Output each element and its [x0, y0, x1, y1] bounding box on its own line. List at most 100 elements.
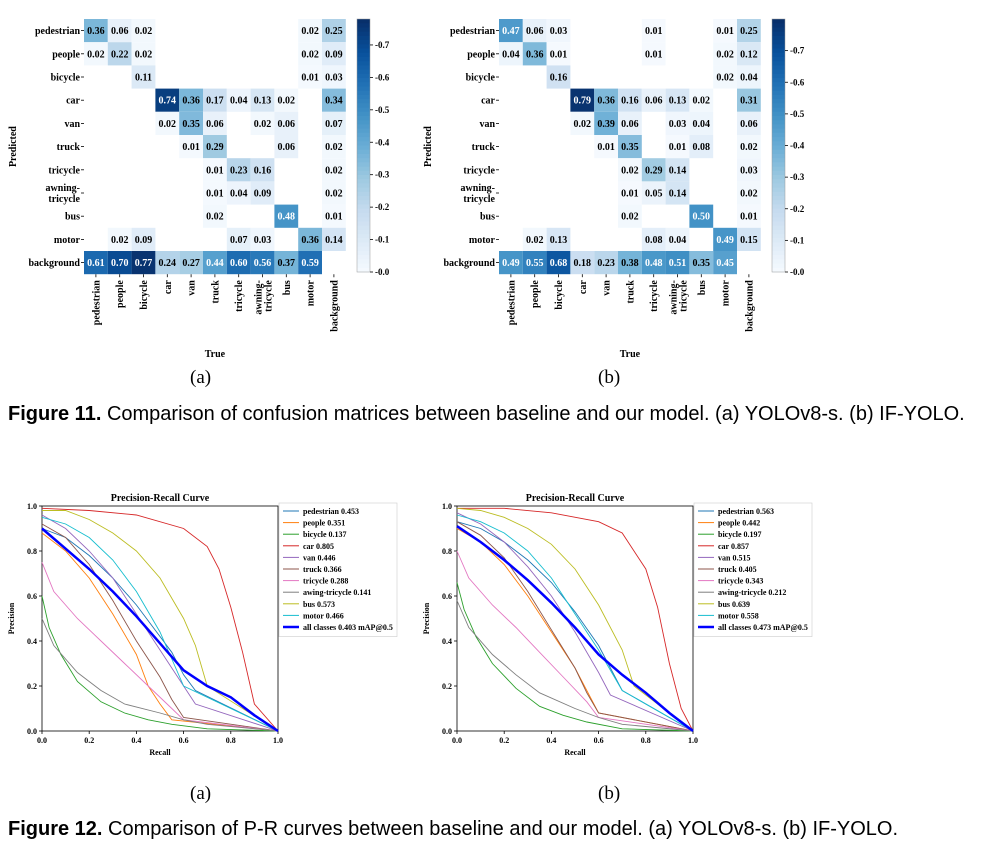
colorbar-segment [772, 137, 785, 142]
cm-cell-value: 0.14 [669, 189, 687, 200]
cm-cell-value: 0.70 [111, 258, 129, 269]
cm-row-label: background [28, 258, 80, 269]
cm-cell-value: 0.50 [693, 212, 711, 223]
pr-legend-entry: all classes 0.403 mAP@0.5 [303, 623, 393, 632]
cm-cell [179, 251, 203, 275]
cm-col-label: car [163, 280, 174, 294]
cm-cell [737, 111, 761, 135]
cm-cell [322, 88, 346, 112]
colorbar-segment [772, 19, 785, 24]
figure11-caption-text: Comparison of confusion matrices between… [106, 403, 965, 425]
cm-cell-value: 0.01 [716, 26, 734, 37]
cm-cell [179, 88, 203, 112]
figure12-caption-text: Comparison of P-R curves between baselin… [108, 818, 899, 840]
cm-cell-value: 0.02 [740, 142, 758, 153]
pr-xtick-label: 1.0 [688, 736, 698, 745]
pr-series-line [41, 527, 279, 733]
colorbar-segment [357, 82, 370, 88]
cm-cell [546, 227, 571, 251]
cm-cell-value: 0.06 [621, 119, 639, 130]
colorbar-segment [357, 23, 370, 29]
cm-cell-value: 0.04 [502, 49, 520, 60]
colorbar-tick-label: -0.7 [375, 40, 390, 50]
cm-col-label: awning- [669, 280, 680, 314]
cm-col-label: car [578, 280, 589, 294]
pr-series-line [456, 507, 694, 732]
colorbar-segment [357, 250, 370, 256]
pr-xtick-label: 0.4 [546, 736, 556, 745]
colorbar-tick-label: -0.4 [790, 141, 805, 151]
cm-cell [570, 251, 595, 275]
cm-cell-value: 0.01 [621, 189, 639, 200]
cm-cell [594, 251, 618, 275]
cm-cell [618, 181, 642, 205]
cm-col-label: awning- [254, 280, 265, 314]
cm-cell-value: 0.02 [159, 119, 177, 130]
cm-cell [499, 19, 523, 43]
cm-col-label: people [115, 280, 126, 308]
colorbar-segment [772, 52, 785, 58]
cm-cell-value: 0.08 [645, 235, 663, 246]
cm-cell [250, 227, 275, 251]
cm-cell-value: 0.01 [597, 142, 615, 153]
cm-cell [250, 111, 275, 135]
pr-series-line [41, 618, 279, 732]
cm-col-label: van [187, 280, 198, 296]
fig12-panel-a-label: (a) [190, 783, 212, 804]
cm-cell-value: 0.06 [206, 119, 224, 130]
cm-cell-value: 0.01 [301, 73, 319, 84]
pr-legend-entry: truck 0.405 [718, 565, 757, 574]
pr-legend-entry: tricycle 0.288 [303, 577, 348, 586]
colorbar-segment [357, 69, 370, 75]
cm-cell [250, 158, 275, 182]
cm-cell-value: 0.13 [550, 235, 568, 246]
colorbar-segment [357, 86, 370, 92]
cm-cell-value: 0.01 [645, 26, 663, 37]
cm-cell-value: 0.38 [621, 258, 639, 269]
cm-cell-value: 0.44 [206, 258, 224, 269]
pr-series-line [41, 532, 279, 732]
colorbar-tick-label: -0.2 [375, 202, 390, 212]
colorbar-segment [357, 78, 370, 83]
cm-cell-value: 0.01 [206, 165, 224, 176]
colorbar-segment [357, 137, 370, 142]
colorbar-segment [772, 82, 785, 88]
cm-cell-value: 0.01 [325, 212, 343, 223]
cm-cell-value: 0.11 [135, 73, 152, 84]
cm-row-label: tricycle [463, 165, 495, 176]
pr-legend-entry: pedestrian 0.563 [718, 507, 774, 516]
colorbar-segment [772, 267, 785, 273]
cm-cell [737, 135, 761, 159]
cm-cell-value: 0.60 [230, 258, 248, 269]
pr-ytick-label: 0.4 [442, 637, 452, 646]
cm-cell [641, 227, 666, 251]
colorbar-tick-label: -0.7 [790, 46, 805, 56]
pr-ytick-label: 1.0 [442, 502, 452, 511]
colorbar-segment [772, 149, 785, 155]
colorbar-segment [772, 86, 785, 92]
cm-xlabel: True [205, 349, 226, 360]
cm-cell-value: 0.06 [740, 119, 758, 130]
cm-col-label: tricycle [234, 280, 245, 312]
colorbar-segment [357, 221, 370, 227]
colorbar-segment [357, 263, 370, 269]
cm-cell [737, 65, 761, 89]
cm-cell-value: 0.13 [669, 96, 687, 107]
colorbar-tick-label: -0.2 [790, 204, 805, 214]
figure11-caption-label: Figure 11. [8, 403, 102, 425]
cm-cell [665, 111, 690, 135]
pr-xtick-label: 0.8 [641, 736, 651, 745]
cm-cell-value: 0.79 [574, 96, 592, 107]
pr-series-line [456, 512, 694, 732]
cm-cell-value: 0.16 [254, 165, 272, 176]
cm-cell-value: 0.08 [693, 142, 711, 153]
cm-cell [713, 65, 737, 89]
pr-legend-box [693, 502, 813, 637]
cm-cell [107, 42, 132, 66]
cm-cell [546, 42, 571, 66]
cm-cell [274, 111, 299, 135]
cm-cell [107, 19, 132, 43]
cm-col-label: van [602, 280, 613, 296]
colorbar-segment [772, 179, 785, 185]
colorbar-segment [357, 124, 370, 130]
